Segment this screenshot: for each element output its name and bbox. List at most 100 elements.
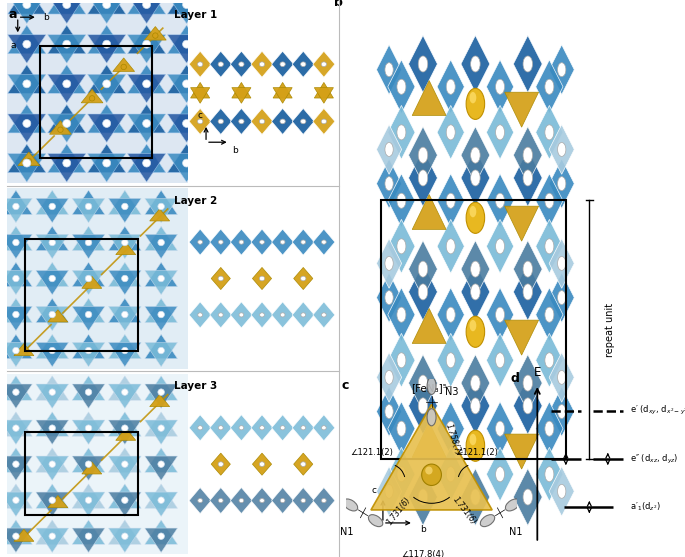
Polygon shape xyxy=(82,276,102,289)
Polygon shape xyxy=(0,334,32,359)
Text: a: a xyxy=(9,8,17,21)
Polygon shape xyxy=(294,453,313,475)
Polygon shape xyxy=(88,154,126,182)
Text: 1.731(6): 1.731(6) xyxy=(385,495,412,526)
Text: ∠117.8(4): ∠117.8(4) xyxy=(401,550,445,557)
Polygon shape xyxy=(72,412,105,436)
Circle shape xyxy=(158,275,164,282)
Polygon shape xyxy=(145,420,177,444)
Circle shape xyxy=(158,203,164,209)
Circle shape xyxy=(121,461,128,467)
Circle shape xyxy=(183,1,190,8)
Polygon shape xyxy=(513,263,543,320)
Circle shape xyxy=(158,425,164,431)
Polygon shape xyxy=(7,188,188,369)
Circle shape xyxy=(219,240,223,244)
Polygon shape xyxy=(251,415,273,441)
Circle shape xyxy=(446,79,456,94)
Circle shape xyxy=(558,291,566,305)
Circle shape xyxy=(260,426,264,430)
Polygon shape xyxy=(145,270,177,295)
Text: ∠121.1(2): ∠121.1(2) xyxy=(456,448,498,457)
Circle shape xyxy=(239,62,244,67)
Polygon shape xyxy=(108,226,141,251)
Circle shape xyxy=(85,461,92,467)
Polygon shape xyxy=(0,299,32,323)
Polygon shape xyxy=(145,334,177,359)
Polygon shape xyxy=(273,87,292,103)
Circle shape xyxy=(397,125,406,140)
Polygon shape xyxy=(377,45,401,95)
Circle shape xyxy=(121,203,128,209)
Polygon shape xyxy=(313,229,335,255)
Polygon shape xyxy=(251,229,273,255)
Polygon shape xyxy=(0,226,32,251)
Polygon shape xyxy=(72,492,105,516)
Circle shape xyxy=(301,119,306,124)
Circle shape xyxy=(301,499,306,502)
Polygon shape xyxy=(549,387,574,437)
Circle shape xyxy=(321,62,327,67)
Polygon shape xyxy=(168,65,206,93)
Ellipse shape xyxy=(480,515,495,526)
Polygon shape xyxy=(127,144,166,173)
Text: repeat unit: repeat unit xyxy=(605,302,615,357)
Polygon shape xyxy=(437,333,464,387)
Text: e′ (d$_{xy}$, d$_{x^2-y^2}$): e′ (d$_{xy}$, d$_{x^2-y^2}$) xyxy=(630,404,685,417)
Polygon shape xyxy=(486,402,514,456)
Circle shape xyxy=(183,120,190,128)
Polygon shape xyxy=(486,105,514,159)
Circle shape xyxy=(12,275,19,282)
Polygon shape xyxy=(0,492,32,516)
Polygon shape xyxy=(190,87,210,103)
Polygon shape xyxy=(88,35,126,63)
Polygon shape xyxy=(8,65,46,93)
Polygon shape xyxy=(271,415,294,441)
Polygon shape xyxy=(408,36,438,92)
Polygon shape xyxy=(88,75,126,102)
Polygon shape xyxy=(505,92,538,127)
Circle shape xyxy=(260,62,264,67)
Polygon shape xyxy=(127,25,166,53)
Polygon shape xyxy=(108,492,141,516)
Circle shape xyxy=(419,398,427,414)
Polygon shape xyxy=(168,0,206,14)
Ellipse shape xyxy=(343,499,358,511)
Polygon shape xyxy=(127,105,166,133)
Circle shape xyxy=(545,467,554,482)
Polygon shape xyxy=(0,270,32,295)
Polygon shape xyxy=(108,420,141,444)
Polygon shape xyxy=(313,415,335,441)
Polygon shape xyxy=(168,25,206,53)
Circle shape xyxy=(545,421,554,436)
Polygon shape xyxy=(72,306,105,331)
Polygon shape xyxy=(88,105,126,133)
Circle shape xyxy=(301,62,306,67)
Circle shape xyxy=(103,40,111,48)
Polygon shape xyxy=(486,174,514,228)
Polygon shape xyxy=(36,306,68,331)
Circle shape xyxy=(523,56,532,72)
Text: d: d xyxy=(510,372,519,385)
Text: N1: N1 xyxy=(340,527,354,537)
Polygon shape xyxy=(72,226,105,251)
Polygon shape xyxy=(7,3,188,183)
Circle shape xyxy=(23,40,31,48)
Polygon shape xyxy=(232,87,251,103)
Polygon shape xyxy=(549,125,574,174)
Polygon shape xyxy=(486,60,514,114)
Circle shape xyxy=(419,261,427,277)
Polygon shape xyxy=(108,334,141,359)
Polygon shape xyxy=(72,198,105,223)
Circle shape xyxy=(545,239,554,254)
Text: a′$_1$(d$_{z^2}$): a′$_1$(d$_{z^2}$) xyxy=(630,501,660,514)
Polygon shape xyxy=(145,520,177,544)
Polygon shape xyxy=(72,190,105,214)
Circle shape xyxy=(198,499,203,502)
Circle shape xyxy=(397,79,406,94)
Polygon shape xyxy=(190,82,210,98)
Polygon shape xyxy=(251,109,273,134)
Polygon shape xyxy=(48,0,86,23)
Circle shape xyxy=(466,202,485,233)
Circle shape xyxy=(49,348,55,354)
